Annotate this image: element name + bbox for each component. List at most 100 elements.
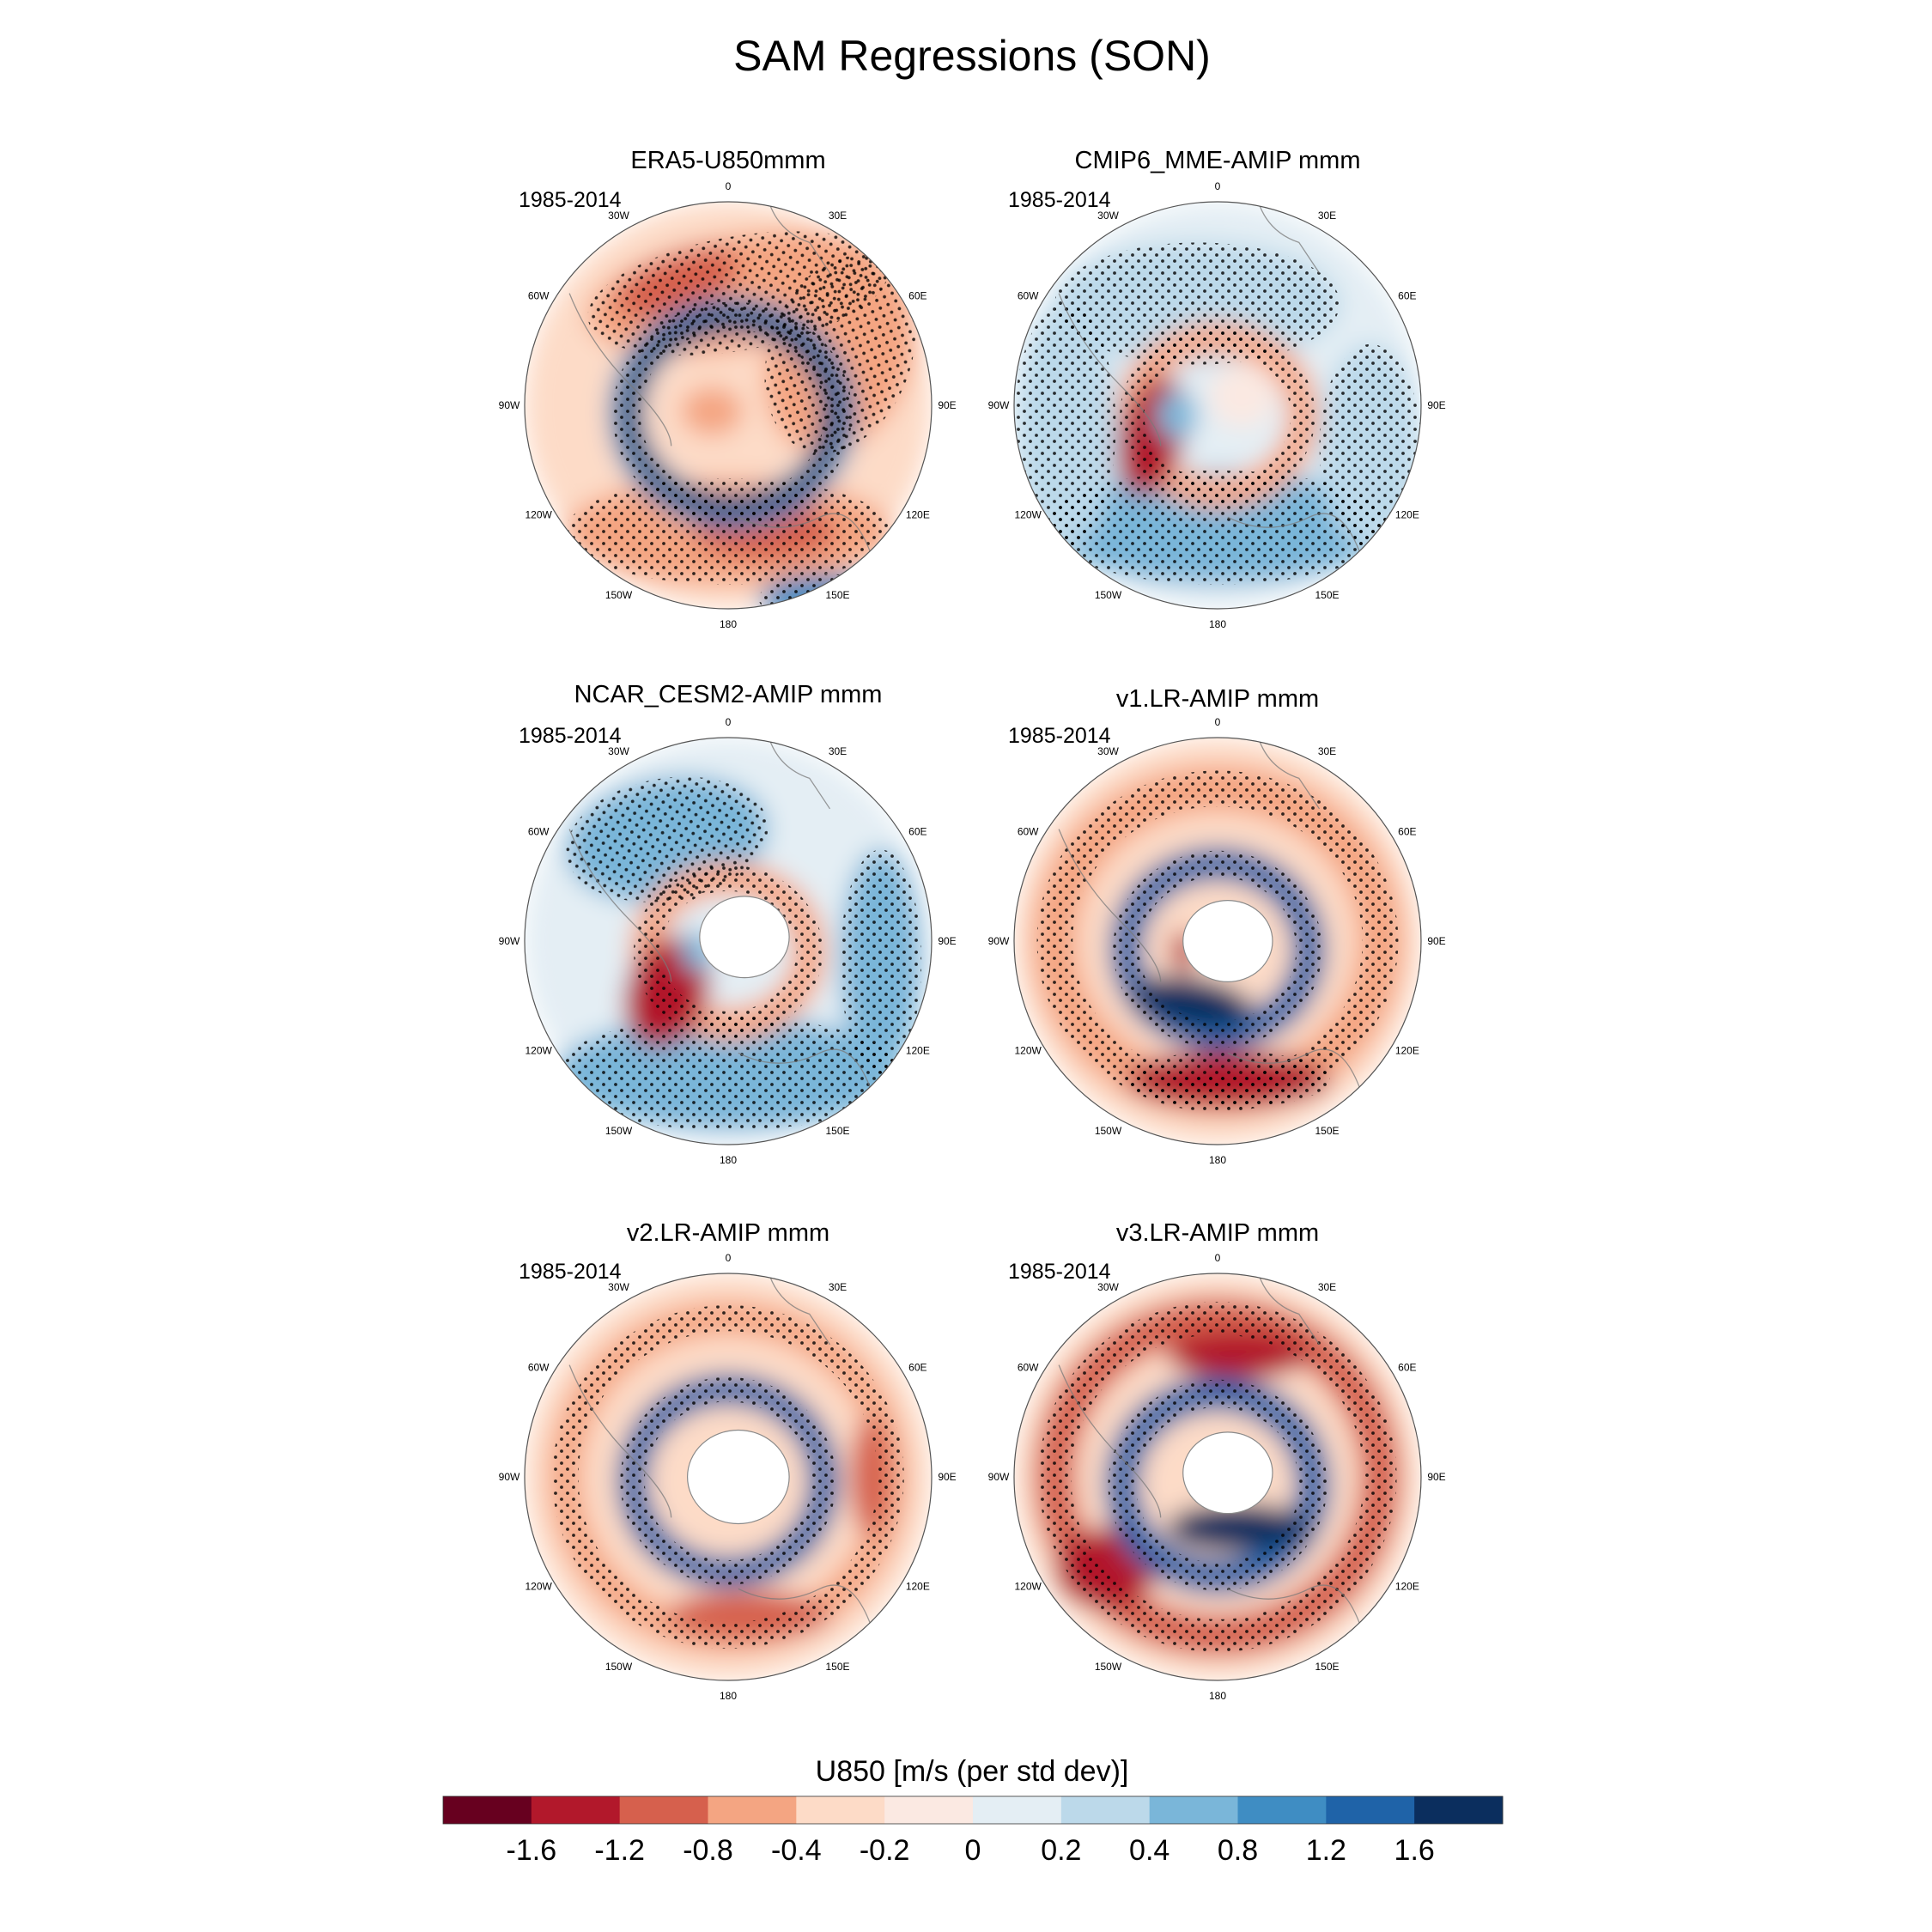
coastlines bbox=[568, 738, 882, 1125]
regression-field bbox=[525, 1273, 932, 1680]
regression-field bbox=[1014, 202, 1421, 609]
longitude-label: 90W bbox=[499, 1471, 520, 1483]
longitude-label: 90E bbox=[1427, 1471, 1445, 1483]
longitude-label: 180 bbox=[720, 618, 737, 630]
antarctica-mask bbox=[686, 1429, 790, 1525]
longitude-label: 150W bbox=[1095, 589, 1122, 601]
longitude-label: 30E bbox=[829, 210, 847, 222]
longitude-label: 120W bbox=[525, 1045, 552, 1057]
map-boundary bbox=[1013, 201, 1422, 610]
longitude-label: 30W bbox=[1097, 210, 1119, 222]
colorbar-tick-label: 0.2 bbox=[1041, 1834, 1081, 1867]
longitude-label: 120W bbox=[1014, 509, 1042, 521]
colorbar-tick-label: 0 bbox=[965, 1834, 981, 1867]
longitude-label: 90E bbox=[938, 399, 956, 411]
longitude-label: 120W bbox=[1014, 1581, 1042, 1593]
longitude-label: 180 bbox=[1209, 1690, 1226, 1702]
longitude-label: 60W bbox=[1018, 1362, 1039, 1374]
longitude-label: 90W bbox=[499, 935, 520, 947]
longitude-label: 60W bbox=[528, 826, 550, 838]
longitude-label: 90W bbox=[499, 399, 520, 411]
colorbar-box bbox=[973, 1796, 1062, 1824]
regression-field bbox=[525, 738, 932, 1145]
longitude-label: 150E bbox=[1315, 1125, 1339, 1137]
longitude-label: 180 bbox=[720, 1690, 737, 1702]
colorbar-tick-label: -0.8 bbox=[683, 1834, 733, 1867]
panel-period: 1985-2014 bbox=[519, 724, 622, 748]
longitude-label: 180 bbox=[1209, 618, 1226, 630]
colorbar-box bbox=[1237, 1796, 1327, 1824]
longitude-label: 90W bbox=[988, 1471, 1010, 1483]
longitude-label: 90E bbox=[1427, 935, 1445, 947]
panel-period: 1985-2014 bbox=[519, 188, 622, 212]
coastlines bbox=[1058, 738, 1371, 1125]
longitude-label: 0 bbox=[1215, 1252, 1221, 1264]
longitude-label: 60E bbox=[908, 1362, 927, 1374]
antarctica-mask bbox=[1182, 1431, 1273, 1515]
longitude-label: 60E bbox=[908, 290, 927, 302]
longitude-label: 30W bbox=[608, 1281, 629, 1293]
panel-period: 1985-2014 bbox=[1008, 1260, 1111, 1284]
antarctica-mask bbox=[1182, 899, 1273, 982]
longitude-label: 150W bbox=[605, 1125, 633, 1137]
map-boundary bbox=[1013, 1273, 1422, 1681]
longitude-label: 30W bbox=[608, 210, 629, 222]
panel-title: ERA5-U850mmm bbox=[630, 147, 825, 174]
longitude-label: 120E bbox=[1395, 1581, 1419, 1593]
map-boundary bbox=[524, 1273, 933, 1681]
figure-title: SAM Regressions (SON) bbox=[733, 32, 1211, 80]
longitude-label: 120E bbox=[906, 1581, 930, 1593]
colorbar-box bbox=[619, 1796, 708, 1824]
coastlines bbox=[568, 1273, 882, 1661]
colorbar-box bbox=[1414, 1796, 1504, 1824]
longitude-label: 0 bbox=[1215, 180, 1221, 192]
map-panel: ERA5-U850mmm 1985-2014 0 30E 60E 90E 120E 150E 1… bbox=[499, 147, 957, 630]
longitude-label: 120E bbox=[1395, 509, 1419, 521]
longitude-label: 30W bbox=[1097, 745, 1119, 757]
longitude-label: 120W bbox=[525, 509, 552, 521]
panel-grid: ERA5-U850mmm 1985-2014 0 30E 60E 90E 120E 150E 1… bbox=[499, 147, 1446, 1702]
longitude-label: 30E bbox=[1318, 1281, 1336, 1293]
longitude-label: 150W bbox=[605, 1661, 633, 1673]
antarctica-mask bbox=[699, 896, 790, 979]
longitude-label: 120E bbox=[906, 509, 930, 521]
longitude-label: 60E bbox=[1398, 1362, 1416, 1374]
longitude-label: 150E bbox=[825, 589, 849, 601]
panel-title: NCAR_CESM2-AMIP mmm bbox=[574, 681, 883, 708]
longitude-label: 150E bbox=[1315, 589, 1339, 601]
longitude-label: 0 bbox=[726, 1252, 732, 1264]
longitude-label: 90E bbox=[1427, 399, 1445, 411]
colorbar-tick-label: -0.4 bbox=[771, 1834, 822, 1867]
longitude-label: 60W bbox=[1018, 826, 1039, 838]
longitude-label: 60E bbox=[908, 826, 927, 838]
longitude-label: 90E bbox=[938, 1471, 956, 1483]
colorbar-tick-label: -0.2 bbox=[860, 1834, 910, 1867]
panel-period: 1985-2014 bbox=[519, 1260, 622, 1284]
panel-title: v3.LR-AMIP mmm bbox=[1116, 1219, 1319, 1247]
colorbar-tick-label: -1.6 bbox=[507, 1834, 557, 1867]
regression-field bbox=[525, 202, 932, 609]
map-panel: NCAR_CESM2-AMIP mmm 1985-2014 0 30E 60E 90E 12… bbox=[499, 681, 957, 1166]
longitude-label: 120E bbox=[906, 1045, 930, 1057]
panel-title: CMIP6_MME-AMIP mmm bbox=[1075, 147, 1361, 174]
longitude-label: 90E bbox=[938, 935, 956, 947]
longitude-label: 0 bbox=[1215, 716, 1221, 728]
longitude-label: 60W bbox=[1018, 290, 1039, 302]
longitude-label: 150W bbox=[605, 589, 633, 601]
colorbar-box bbox=[884, 1796, 974, 1824]
panel-period: 1985-2014 bbox=[1008, 724, 1111, 748]
colorbar-box bbox=[1149, 1796, 1238, 1824]
coastlines bbox=[1058, 202, 1371, 589]
longitude-label: 30E bbox=[829, 745, 847, 757]
longitude-label: 180 bbox=[720, 1154, 737, 1166]
longitude-label: 30E bbox=[829, 1281, 847, 1293]
coastlines bbox=[1058, 1273, 1371, 1661]
longitude-label: 90W bbox=[988, 935, 1010, 947]
longitude-label: 120W bbox=[1014, 1045, 1042, 1057]
map-boundary bbox=[1013, 737, 1422, 1145]
colorbar-tick-label: -1.2 bbox=[594, 1834, 645, 1867]
colorbar-box bbox=[708, 1796, 797, 1824]
colorbar-box bbox=[531, 1796, 621, 1824]
colorbar-boxes bbox=[442, 1795, 1504, 1825]
